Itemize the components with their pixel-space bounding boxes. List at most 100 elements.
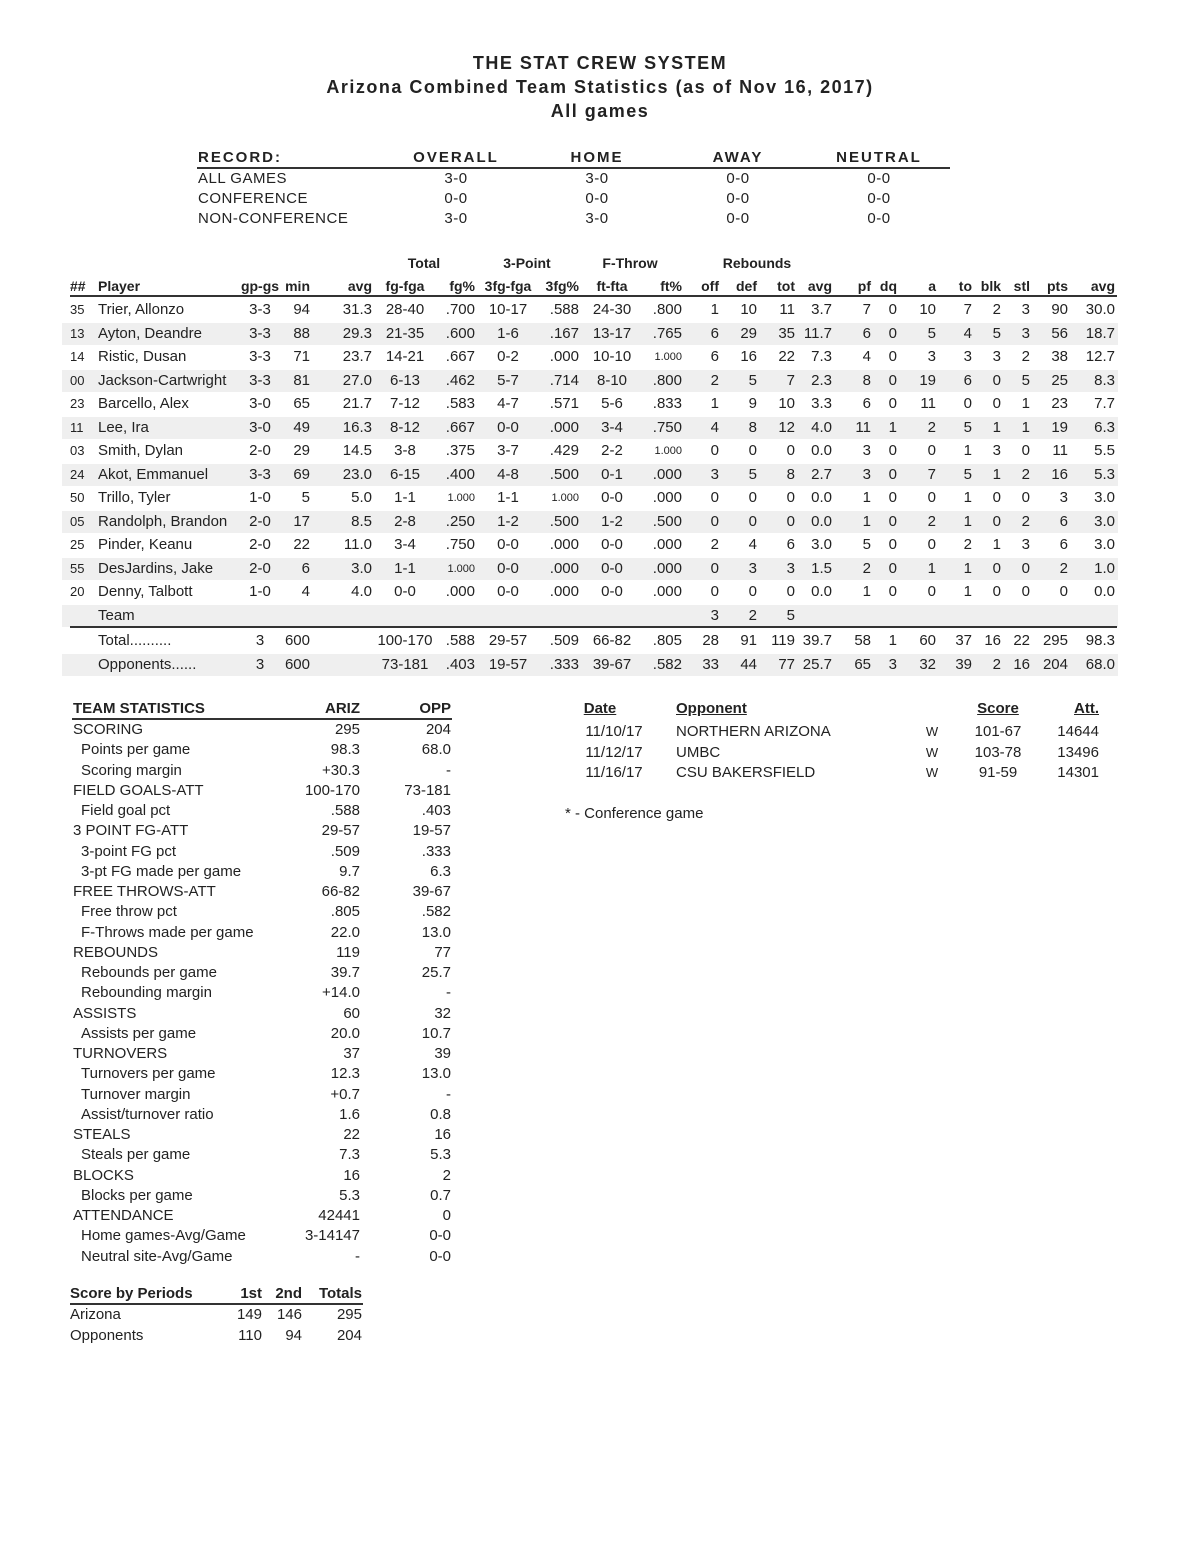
record-value: 3-0	[585, 170, 609, 187]
stat-cell: 2-0	[249, 512, 271, 530]
stat-label: ASSISTS	[73, 1004, 137, 1022]
stat-cell: 39.7	[802, 632, 832, 649]
games-header: Att.	[1074, 700, 1099, 717]
row-shading	[62, 653, 1118, 676]
games-header: Score	[977, 700, 1019, 717]
ariz-value: 9.7	[339, 862, 360, 880]
opp-value: -	[446, 1085, 451, 1103]
ariz-value: 295	[334, 721, 360, 738]
periods-header: 2nd	[275, 1285, 302, 1302]
game-result: W	[925, 765, 939, 780]
stat-cell: 1	[963, 583, 972, 600]
stat-cell: 5	[862, 536, 871, 553]
jersey-number: 00	[70, 372, 85, 388]
record-header: AWAY	[712, 149, 764, 166]
stat-cell: 0	[786, 442, 795, 459]
stat-label: TURNOVERS	[73, 1045, 168, 1062]
stat-sublabel: Scoring margin	[81, 761, 182, 779]
stat-sublabel: Turnovers per game	[81, 1065, 216, 1083]
ariz-value: 42441	[318, 1207, 360, 1224]
opp-value: 19-57	[412, 822, 451, 840]
stat-cell: .403	[445, 655, 475, 673]
stat-cell: 3-0	[249, 418, 271, 436]
stat-cell: 2	[710, 536, 719, 553]
stat-cell: 0	[710, 583, 719, 600]
stat-cell: .000	[652, 583, 682, 600]
stat-cell: 16	[740, 348, 757, 365]
stat-cell: 44	[740, 655, 757, 673]
stat-cell: 10-17	[488, 301, 528, 318]
stat-cell: 1	[963, 489, 972, 506]
stat-sublabel: Assist/turnover ratio	[81, 1105, 214, 1123]
stat-cell: 0-2	[497, 348, 519, 365]
stat-cell: 1.5	[811, 559, 832, 577]
column-header: blk	[980, 278, 1001, 294]
stat-cell: 1-1	[394, 489, 416, 506]
stat-cell: 2	[862, 559, 871, 577]
opp-value: 16	[434, 1126, 451, 1143]
period-score: 295	[336, 1306, 362, 1323]
stat-label: 3 POINT FG-ATT	[73, 822, 189, 840]
stat-cell: 0-0	[394, 583, 416, 600]
stat-cell: 1-0	[249, 583, 271, 600]
stat-cell: 5	[963, 465, 972, 483]
stat-cell: 2-0	[249, 536, 271, 553]
stat-sublabel: Rebounding margin	[81, 984, 212, 1002]
stat-cell: 16	[1051, 465, 1068, 483]
stat-cell: 1.000	[447, 562, 475, 575]
opp-value: -	[446, 984, 451, 1002]
stat-cell: 13-17	[592, 324, 632, 342]
stat-cell: 0.0	[811, 512, 832, 530]
stat-cell: 4	[862, 348, 871, 365]
game-date: 11/10/17	[585, 723, 643, 740]
stat-sublabel: Home games-Avg/Game	[81, 1227, 246, 1245]
stat-label: STEALS	[73, 1126, 131, 1143]
stat-cell: 56	[1051, 324, 1068, 342]
row-shading	[62, 510, 1118, 533]
player-name: Randolph, Brandon	[98, 512, 228, 530]
opp-value: 32	[434, 1004, 451, 1022]
ariz-value: 119	[336, 943, 360, 961]
record-value: 0-0	[726, 170, 750, 187]
game-score: 91-59	[978, 764, 1018, 781]
stat-sublabel: Field goal pct	[81, 802, 171, 819]
stat-cell: 0	[888, 442, 897, 459]
stat-cell: 10	[740, 301, 757, 318]
stat-cell: .588	[549, 301, 579, 318]
stat-cell: 5	[786, 606, 795, 624]
period-score: 149	[236, 1306, 262, 1323]
stat-cell: 1	[1021, 418, 1030, 436]
stat-cell: 0-0	[601, 489, 623, 506]
ariz-value: 22.0	[330, 923, 360, 941]
opp-value: 13.0	[421, 923, 451, 941]
stat-cell: 28-40	[385, 301, 425, 318]
record-label: ALL GAMES	[198, 170, 287, 187]
jersey-number: 05	[70, 513, 85, 529]
opp-value: 6.3	[430, 862, 451, 880]
stat-cell: 0	[1059, 583, 1068, 600]
column-header: avg	[1090, 278, 1115, 294]
column-group-header: Total	[407, 255, 441, 271]
game-score: 101-67	[974, 723, 1022, 740]
stat-cell: 5-6	[601, 395, 623, 412]
player-name: Team	[98, 606, 135, 624]
stat-cell: 3	[992, 442, 1001, 459]
opp-value: 10.7	[421, 1024, 451, 1042]
stat-cell: .600	[445, 324, 475, 342]
stat-cell: 6	[1059, 536, 1068, 553]
stat-cell: 0	[992, 512, 1001, 530]
stat-cell: 4-8	[497, 465, 519, 483]
column-header: ##	[70, 278, 86, 294]
jersey-number: 25	[70, 537, 85, 552]
stat-cell: 2	[927, 512, 936, 530]
stat-cell: 0	[786, 489, 795, 506]
player-name: Ayton, Deandre	[98, 324, 202, 342]
stat-cell: 0-0	[497, 418, 519, 436]
ariz-value: 1.6	[339, 1105, 360, 1123]
stat-cell: 5	[1021, 371, 1030, 389]
column-header: stl	[1013, 278, 1030, 294]
stat-cell: 8-10	[596, 371, 628, 389]
periods-header: 1st	[240, 1285, 262, 1302]
stat-label: BLOCKS	[73, 1166, 134, 1184]
stat-cell: 68.0	[1085, 655, 1115, 673]
